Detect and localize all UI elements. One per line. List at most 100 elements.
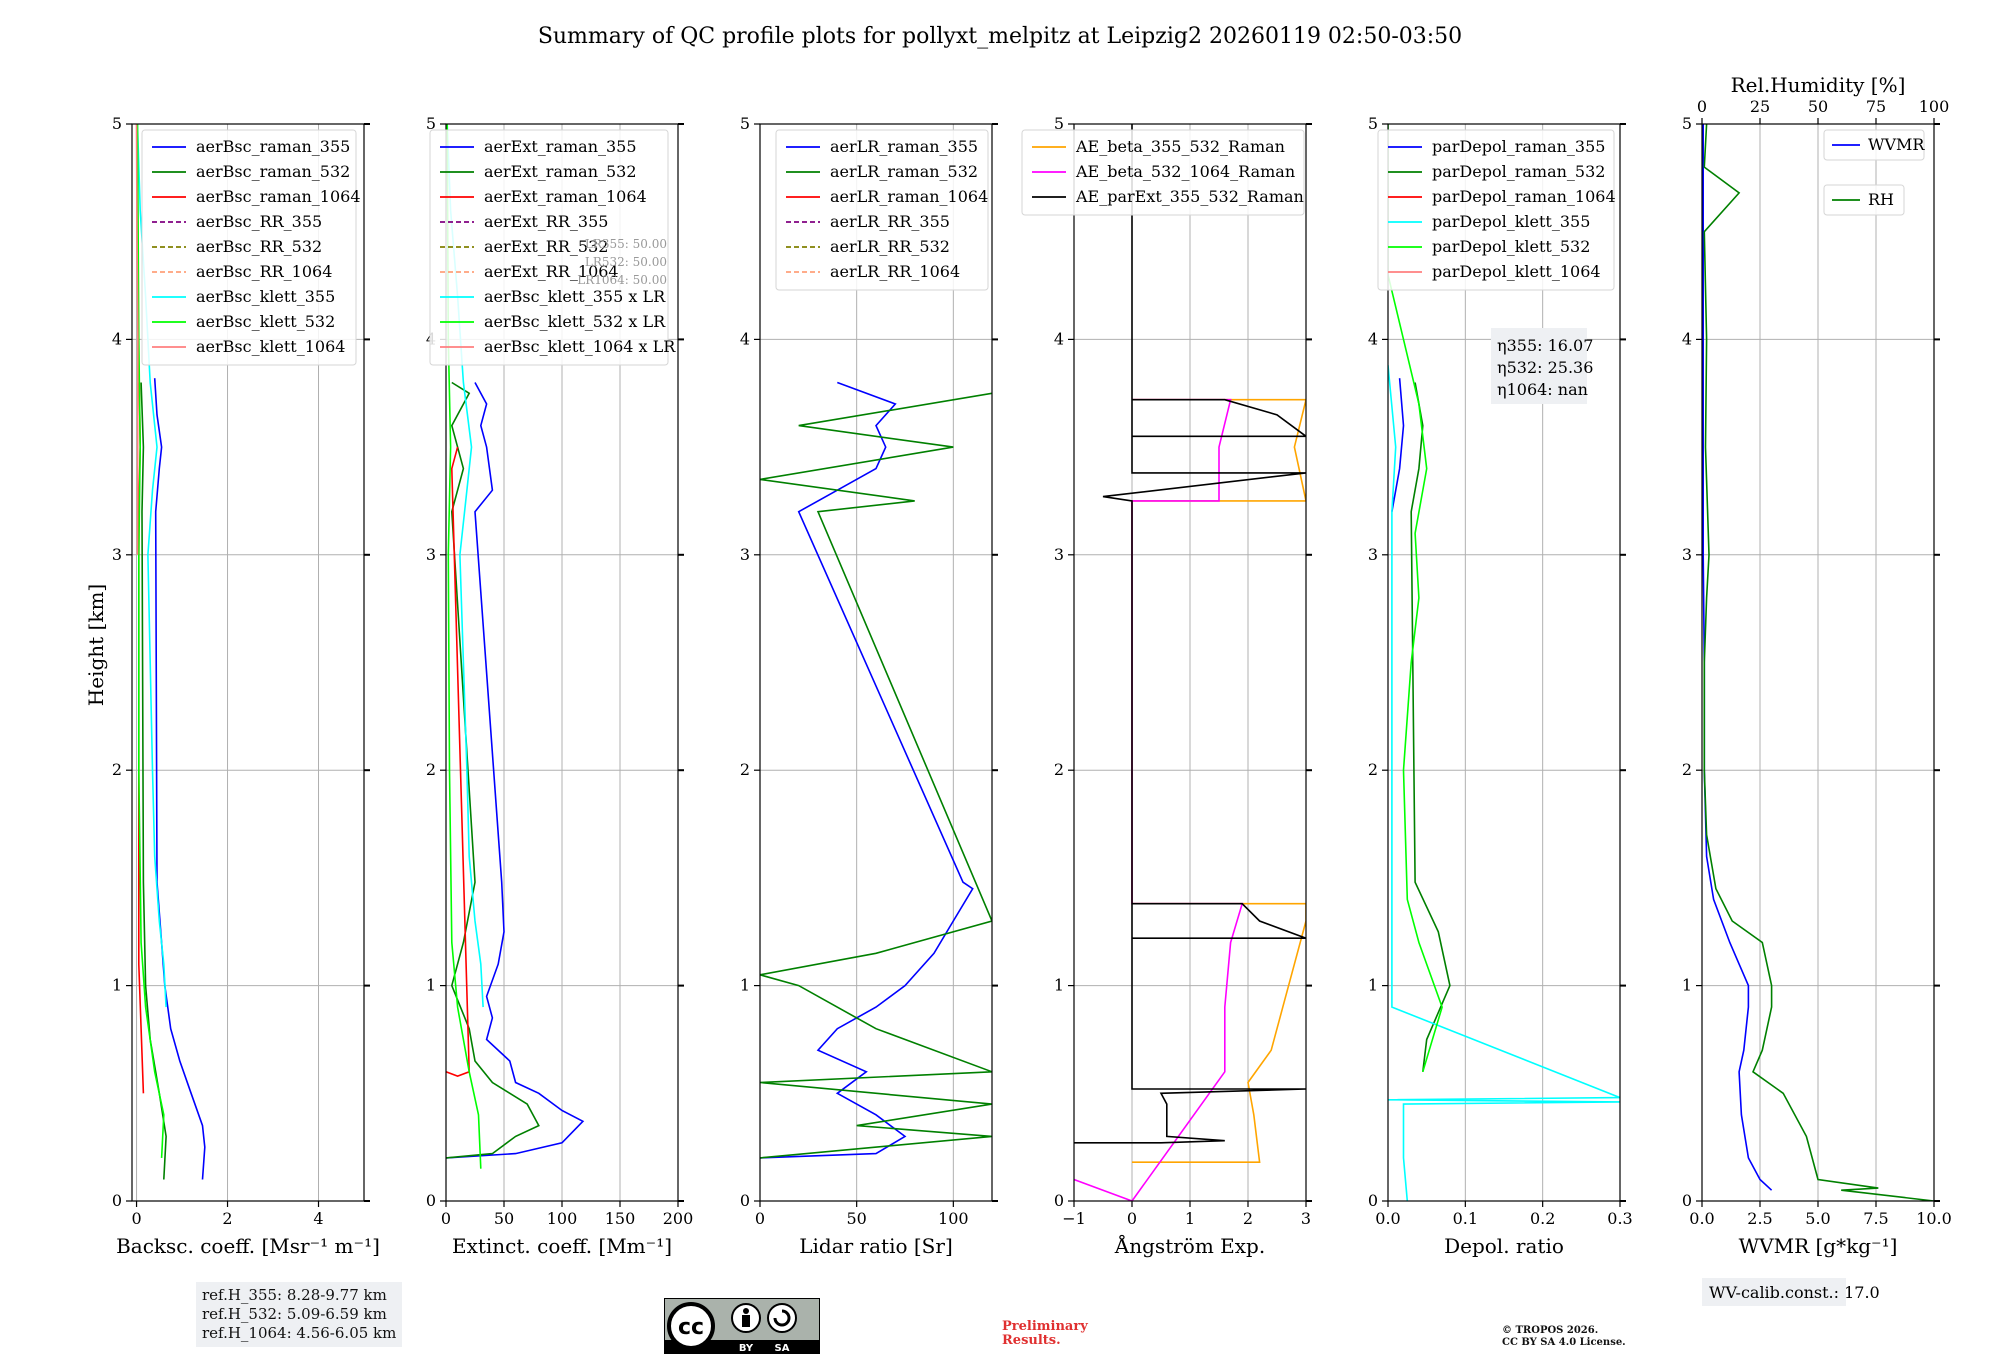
by-label: BY	[739, 1343, 754, 1354]
eta-text-1: η532: 25.36	[1497, 358, 1593, 377]
ytick-label-depol-1: 1	[1368, 976, 1378, 995]
legend-label-aerBsc_klett_532: aerBsc_klett_532	[196, 312, 335, 331]
xtick-label-ae-0: −1	[1062, 1209, 1086, 1228]
panel-ext: 050100150200012345Extinct. coeff. [Mm⁻¹]…	[426, 114, 693, 1258]
legend-label-parDepol_raman_355: parDepol_raman_355	[1432, 137, 1605, 156]
series-group-ae	[1074, 124, 1306, 1201]
top-xtick-label-0: 0	[1697, 97, 1707, 116]
ytick-label-ae-2: 2	[1054, 760, 1064, 779]
legend-label-AE_parExt_355_532_Raman: AE_parExt_355_532_Raman	[1075, 187, 1304, 206]
legend-label-WVMR: WVMR	[1868, 135, 1925, 154]
ytick-label-lr-1: 1	[740, 976, 750, 995]
refh-1064: ref.H_1064: 4.56-6.05 km	[202, 1324, 397, 1342]
xlabel-lr: Lidar ratio [Sr]	[799, 1234, 953, 1258]
legend-label-aerExt_raman_355: aerExt_raman_355	[484, 137, 637, 156]
legend-label-aerBsc_klett_1064 x LR: aerBsc_klett_1064 x LR	[484, 337, 676, 356]
ytick-label-wv-1: 1	[1682, 976, 1692, 995]
eta-box	[1491, 328, 1587, 404]
ytick-label-ae-1: 1	[1054, 976, 1064, 995]
series-group-wv	[1702, 124, 1934, 1201]
xtick-label-depol-2: 0.2	[1530, 1209, 1555, 1228]
xlabel-ext: Extinct. coeff. [Mm⁻¹]	[452, 1234, 672, 1258]
top-xtick-label-3: 75	[1866, 97, 1886, 116]
legend-box-bsc	[141, 129, 357, 366]
ytick-label-depol-3: 3	[1368, 545, 1378, 564]
ytick-label-ae-3: 3	[1054, 545, 1064, 564]
prelim-line-1: Preliminary	[1002, 1319, 1088, 1334]
copyright-note: © TROPOS 2026. CC BY SA 4.0 License.	[1502, 1325, 1626, 1349]
series-aerBsc_raman_355	[153, 378, 206, 1180]
top-xtick-label-4: 100	[1919, 97, 1950, 116]
ytick-label-depol-5: 5	[1368, 114, 1378, 133]
legend-label-AE_beta_532_1064_Raman: AE_beta_532_1064_Raman	[1075, 162, 1295, 181]
xtick-label-ae-4: 3	[1301, 1209, 1311, 1228]
top-xtick-label-2: 50	[1808, 97, 1828, 116]
ytick-label-bsc-2: 2	[112, 760, 122, 779]
series-aerLR_raman_355	[760, 381, 974, 1159]
preliminary-note: Preliminary Results.	[1002, 1320, 1088, 1348]
ytick-label-ae-4: 4	[1054, 329, 1064, 348]
legend-label-aerLR_raman_532: aerLR_raman_532	[830, 162, 978, 181]
xtick-label-wv-2: 5.0	[1805, 1209, 1830, 1228]
legend-box-ext	[429, 129, 669, 366]
ytick-label-depol-2: 2	[1368, 760, 1378, 779]
legend-label-aerExt_raman_532: aerExt_raman_532	[484, 162, 637, 181]
series-WVMR	[1702, 124, 1773, 1191]
xtick-label-ae-3: 2	[1243, 1209, 1253, 1228]
ytick-label-ext-1: 1	[426, 976, 436, 995]
xtick-label-ae-1: 0	[1127, 1209, 1137, 1228]
ytick-label-bsc-1: 1	[112, 976, 122, 995]
panel-wv: 0.0 2.5 5.0 7.5 10.0 0 1 2 3 4 5 WVMR [g*kg⁻¹] 0 25 50…	[1682, 73, 1952, 1306]
series-group-lr	[760, 381, 992, 1159]
legend-label-aerExt_raman_1064: aerExt_raman_1064	[484, 187, 647, 206]
top-xlabel-wv: Rel.Humidity [%]	[1731, 73, 1906, 97]
xtick-label-depol-1: 0.1	[1453, 1209, 1478, 1228]
xtick-label-bsc-0: 0	[131, 1209, 141, 1228]
ytick-label-bsc-4: 4	[112, 329, 122, 348]
legend-label-aerBsc_klett_1064: aerBsc_klett_1064	[196, 337, 345, 356]
axes-frame-depol	[1387, 123, 1621, 1202]
legend-label-aerExt_RR_532: aerExt_RR_532	[484, 237, 608, 256]
xlabel-depol: Depol. ratio	[1444, 1234, 1564, 1258]
ytick-label-wv-4: 4	[1682, 329, 1692, 348]
figure-title: Summary of QC profile plots for pollyxt_…	[538, 24, 1462, 49]
legend-label-aerBsc_RR_355: aerBsc_RR_355	[196, 212, 322, 231]
axes-frame-bsc	[131, 123, 365, 1202]
ytick-label-ext-3: 3	[426, 545, 436, 564]
xlabel-bsc: Backsc. coeff. [Msr⁻¹ m⁻¹]	[116, 1234, 380, 1258]
xlabel-ae: Ångström Exp.	[1114, 1233, 1265, 1258]
top-xtick-label-1: 25	[1750, 97, 1770, 116]
series-aerBsc_klett_532 x LR	[446, 124, 482, 1169]
xtick-label-ext-0: 0	[441, 1209, 451, 1228]
legend-label-aerBsc_RR_532: aerBsc_RR_532	[196, 237, 322, 256]
series-aerLR_raman_532	[760, 392, 992, 1159]
xtick-label-ext-2: 100	[547, 1209, 578, 1228]
calib-box	[1702, 1278, 1846, 1306]
ytick-label-bsc-3: 3	[112, 545, 122, 564]
legend-label-aerExt_RR_1064: aerExt_RR_1064	[484, 262, 619, 281]
ytick-label-bsc-0: 0	[112, 1191, 122, 1210]
xtick-label-depol-0: 0.0	[1375, 1209, 1400, 1228]
xtick-label-ext-3: 150	[605, 1209, 636, 1228]
legend-label-aerBsc_klett_355 x LR: aerBsc_klett_355 x LR	[484, 287, 666, 306]
legend-label-aerBsc_klett_355: aerBsc_klett_355	[196, 287, 335, 306]
legend-label-aerLR_RR_532: aerLR_RR_532	[830, 237, 950, 256]
ytick-label-wv-0: 0	[1682, 1191, 1692, 1210]
series-aerBsc_klett_532	[136, 124, 165, 1158]
ytick-label-lr-4: 4	[740, 329, 750, 348]
ytick-label-wv-3: 3	[1682, 545, 1692, 564]
series-parDepol_klett_355	[1388, 365, 1620, 1201]
series-AE_beta_355_532_Raman	[1131, 398, 1306, 1163]
legend-label-parDepol_raman_532: parDepol_raman_532	[1432, 162, 1605, 181]
ytick-label-ae-0: 0	[1054, 1191, 1064, 1210]
series-aerBsc_klett_1064	[135, 124, 139, 555]
refh-355: ref.H_355: 8.28-9.77 km	[202, 1286, 387, 1304]
ytick-label-lr-3: 3	[740, 545, 750, 564]
ytick-label-ae-5: 5	[1054, 114, 1064, 133]
legend-box-WVMR	[1823, 129, 1925, 161]
xtick-label-wv-1: 2.5	[1747, 1209, 1772, 1228]
legend-label-aerLR_RR_1064: aerLR_RR_1064	[830, 262, 960, 281]
eta-text-0: η355: 16.07	[1497, 336, 1593, 355]
